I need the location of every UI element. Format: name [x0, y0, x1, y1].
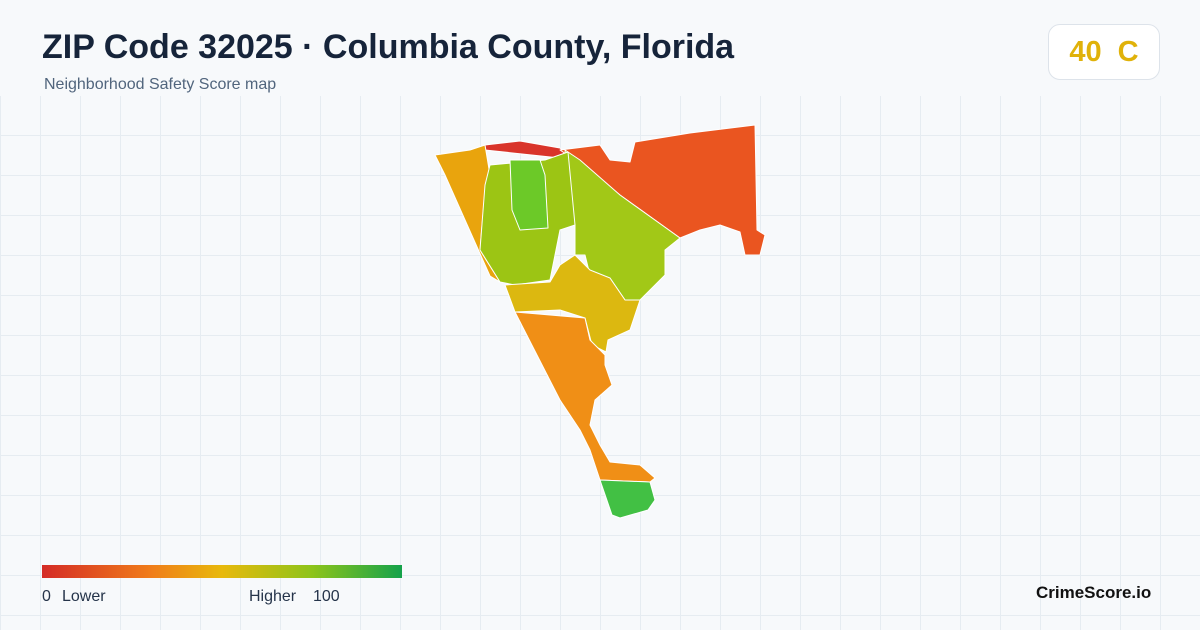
score-badge: 40 C — [1048, 24, 1160, 80]
page-subtitle: Neighborhood Safety Score map — [44, 76, 277, 93]
region — [514, 311, 656, 483]
legend-gradient — [42, 565, 402, 578]
region — [504, 254, 641, 353]
legend-max: 100 — [313, 588, 340, 605]
grade: C — [1117, 35, 1139, 68]
page-title: ZIP Code 32025 · Columbia County, Florid… — [42, 28, 735, 66]
score: 40 — [1069, 35, 1102, 68]
region — [509, 159, 549, 231]
legend-min: 0 — [42, 588, 51, 605]
region — [599, 479, 656, 519]
brand: CrimeScore.io — [1036, 583, 1152, 602]
legend-low-label: Lower — [62, 588, 106, 605]
legend-high-label: Higher — [249, 588, 297, 605]
